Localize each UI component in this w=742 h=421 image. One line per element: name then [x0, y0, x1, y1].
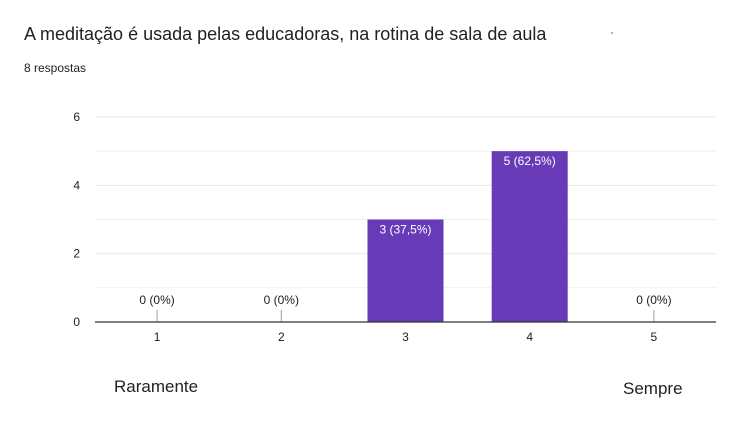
- bar-data-label: 0 (0%): [264, 293, 299, 307]
- response-count: 8 respostas: [24, 61, 87, 75]
- bar-data-label: 0 (0%): [139, 293, 174, 307]
- x-tick-label: 5: [651, 330, 658, 344]
- decorative-dot: [611, 32, 613, 34]
- y-tick-label: 4: [73, 178, 80, 192]
- y-tick-label: 2: [73, 247, 80, 261]
- bar-data-label: 3 (37,5%): [379, 223, 431, 237]
- bar-data-label: 0 (0%): [636, 293, 671, 307]
- x-tick-label: 2: [278, 330, 285, 344]
- bar: [367, 219, 444, 322]
- scale-low-label: Raramente: [114, 377, 199, 396]
- bar: [491, 151, 568, 322]
- question-title: A meditação é usada pelas educadoras, na…: [24, 24, 547, 44]
- x-tick-label: 4: [526, 330, 533, 344]
- scale-high-label: Sempre: [623, 379, 683, 398]
- x-tick-label: 3: [402, 330, 409, 344]
- bar-data-label: 5 (62,5%): [504, 154, 556, 168]
- x-tick-label: 1: [154, 330, 161, 344]
- y-tick-label: 6: [73, 110, 80, 124]
- y-tick-label: 0: [73, 315, 80, 329]
